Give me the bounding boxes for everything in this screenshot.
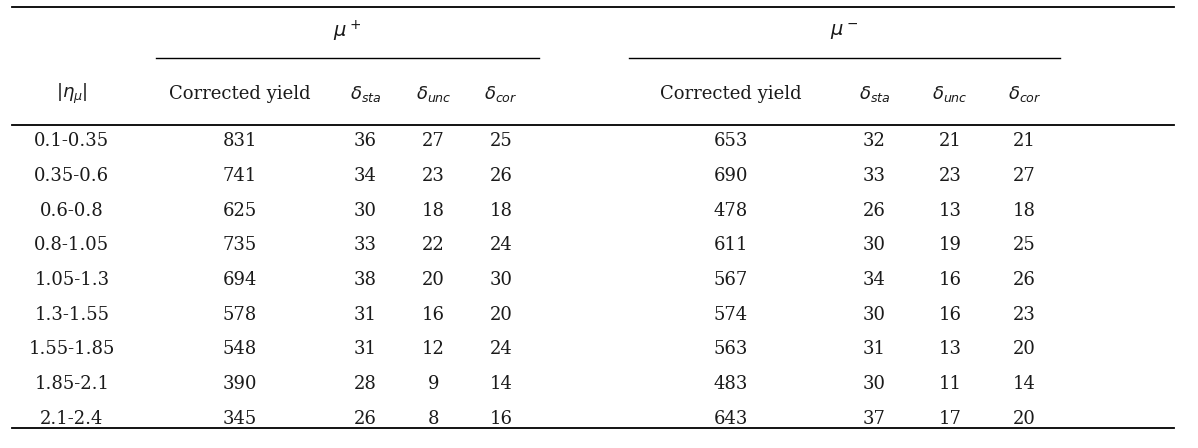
Text: 16: 16 [489,410,513,428]
Text: 20: 20 [1012,340,1036,358]
Text: 27: 27 [1014,167,1035,185]
Text: 1.85-2.1: 1.85-2.1 [35,375,109,393]
Text: $\mu^-$: $\mu^-$ [830,21,859,42]
Text: 611: 611 [714,236,748,254]
Text: 38: 38 [353,271,377,289]
Text: 563: 563 [714,340,748,358]
Text: 1.05-1.3: 1.05-1.3 [35,271,109,289]
Text: 567: 567 [714,271,748,289]
Text: 2.1-2.4: 2.1-2.4 [41,410,103,428]
Text: 9: 9 [428,375,440,393]
Text: 16: 16 [422,306,446,324]
Text: 27: 27 [423,132,444,150]
Text: 548: 548 [223,340,256,358]
Text: 34: 34 [863,271,887,289]
Text: 33: 33 [353,236,377,254]
Text: 20: 20 [489,306,513,324]
Text: 37: 37 [863,410,887,428]
Text: 483: 483 [714,375,748,393]
Text: 0.8-1.05: 0.8-1.05 [35,236,109,254]
Text: $\delta_{unc}$: $\delta_{unc}$ [416,84,452,104]
Text: $\mu^+$: $\mu^+$ [333,19,362,44]
Text: 478: 478 [714,202,748,220]
Text: 390: 390 [223,375,256,393]
Text: 31: 31 [353,306,377,324]
Text: $|\eta_\mu|$: $|\eta_\mu|$ [56,82,87,106]
Text: 17: 17 [938,410,962,428]
Text: 30: 30 [489,271,513,289]
Text: 24: 24 [490,236,512,254]
Text: 25: 25 [490,132,512,150]
Text: 653: 653 [714,132,748,150]
Text: 14: 14 [489,375,513,393]
Text: 574: 574 [714,306,748,324]
Text: 23: 23 [422,167,446,185]
Text: 735: 735 [223,236,256,254]
Text: 23: 23 [938,167,962,185]
Text: 22: 22 [423,236,444,254]
Text: 30: 30 [353,202,377,220]
Text: 26: 26 [489,167,513,185]
Text: 24: 24 [490,340,512,358]
Text: 23: 23 [1012,306,1036,324]
Text: 31: 31 [863,340,887,358]
Text: 1.55-1.85: 1.55-1.85 [29,340,115,358]
Text: 19: 19 [938,236,962,254]
Text: $\delta_{cor}$: $\delta_{cor}$ [484,84,518,104]
Text: 8: 8 [428,410,440,428]
Text: 690: 690 [714,167,748,185]
Text: $\delta_{sta}$: $\delta_{sta}$ [859,84,890,104]
Text: 12: 12 [422,340,446,358]
Text: 11: 11 [938,375,962,393]
Text: 741: 741 [223,167,256,185]
Text: 28: 28 [353,375,377,393]
Text: 30: 30 [863,375,887,393]
Text: 20: 20 [422,271,446,289]
Text: Corrected yield: Corrected yield [660,85,801,103]
Text: 0.35-0.6: 0.35-0.6 [35,167,109,185]
Text: 16: 16 [938,306,962,324]
Text: 831: 831 [223,132,256,150]
Text: 25: 25 [1014,236,1035,254]
Text: 21: 21 [938,132,962,150]
Text: 16: 16 [938,271,962,289]
Text: 694: 694 [223,271,256,289]
Text: 21: 21 [1012,132,1036,150]
Text: $\delta_{unc}$: $\delta_{unc}$ [932,84,968,104]
Text: 345: 345 [223,410,256,428]
Text: 33: 33 [863,167,887,185]
Text: 13: 13 [938,202,962,220]
Text: 30: 30 [863,236,887,254]
Text: 20: 20 [1012,410,1036,428]
Text: 0.1-0.35: 0.1-0.35 [35,132,109,150]
Text: 34: 34 [353,167,377,185]
Text: 30: 30 [863,306,887,324]
Text: 18: 18 [422,202,446,220]
Text: 14: 14 [1012,375,1036,393]
Text: 26: 26 [1012,271,1036,289]
Text: 26: 26 [353,410,377,428]
Text: 32: 32 [863,132,887,150]
Text: Corrected yield: Corrected yield [169,85,310,103]
Text: 13: 13 [938,340,962,358]
Text: 31: 31 [353,340,377,358]
Text: 36: 36 [353,132,377,150]
Text: 26: 26 [863,202,887,220]
Text: $\delta_{sta}$: $\delta_{sta}$ [350,84,381,104]
Text: 18: 18 [1012,202,1036,220]
Text: $\delta_{cor}$: $\delta_{cor}$ [1008,84,1041,104]
Text: 625: 625 [223,202,256,220]
Text: 18: 18 [489,202,513,220]
Text: 578: 578 [223,306,256,324]
Text: 1.3-1.55: 1.3-1.55 [35,306,109,324]
Text: 643: 643 [714,410,748,428]
Text: 0.6-0.8: 0.6-0.8 [40,202,104,220]
